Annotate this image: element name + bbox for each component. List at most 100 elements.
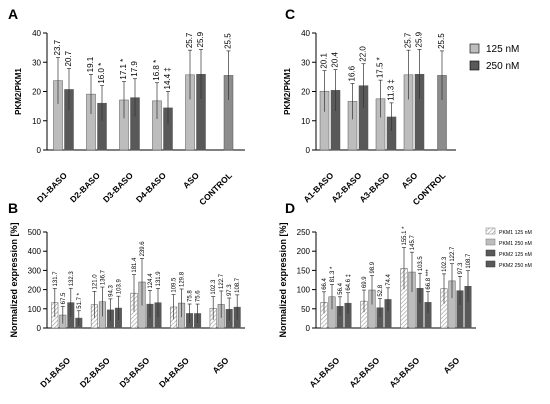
y-tick-label: 250 <box>297 228 311 237</box>
x-tick-label: D2-BASO <box>68 170 102 204</box>
data-label: 181.4 <box>132 257 138 273</box>
data-label: 74.4 <box>386 273 392 285</box>
x-tick-label: A2-BASO <box>347 355 381 389</box>
data-label: 122.7 <box>450 246 456 262</box>
x-tick-label: CONTROL <box>197 170 234 207</box>
data-label: 132.3 <box>69 271 75 287</box>
y-tick-label: 20 <box>32 88 41 97</box>
data-label: 239.6 <box>140 241 146 257</box>
data-label: 20.4 <box>331 51 340 67</box>
y-tick-label: 200 <box>28 286 42 295</box>
y-axis-title: PKM2/PKM1 <box>283 68 292 115</box>
data-label: 17.1 * <box>119 59 128 80</box>
y-tick-label: 0 <box>306 146 311 155</box>
data-label: 108.7 <box>466 253 472 269</box>
y-axis-title: Normalized expression [%] <box>278 222 288 337</box>
data-label: 124.4 <box>148 273 154 289</box>
data-label: 64.6 ‡ <box>346 274 352 291</box>
x-tick-label: D4-BASO <box>157 355 191 389</box>
y-tick-label: 150 <box>297 266 311 275</box>
data-label: 25.7 <box>404 32 413 48</box>
data-label: 56.4 <box>338 282 344 294</box>
legend-swatch-pkm2-125 <box>485 249 496 257</box>
data-label: 97.3 <box>458 262 464 274</box>
legend-swatch-125 <box>469 43 480 54</box>
data-label: 129.8 <box>180 271 186 287</box>
y-tick-label: 200 <box>297 247 311 256</box>
panel-letter-b: B <box>8 200 18 216</box>
chart-panel-d: 0 50 100 150 200 250 Normalized expression [%]… <box>278 222 476 389</box>
x-tick-label: D3-BASO <box>101 170 135 204</box>
y-tick-label: 40 <box>301 29 310 38</box>
y-tick-label: 30 <box>32 58 41 67</box>
data-label: 75.8 <box>188 290 194 302</box>
legend-swatch-pkm1-125 <box>485 227 496 235</box>
data-label: 23.7 <box>53 39 62 55</box>
data-label: 75.6 <box>196 290 202 302</box>
data-label: 122.7 <box>219 273 225 289</box>
x-tick-label: D1-BASO <box>38 355 72 389</box>
data-label: 94.3 <box>108 285 114 297</box>
data-label: 19.1 <box>86 56 95 72</box>
data-label: 108.7 <box>235 277 241 293</box>
panel-letter-c: C <box>285 6 295 22</box>
data-label: 97.3 <box>227 284 233 296</box>
data-label: 145.7 <box>410 235 416 251</box>
data-label: 136.7 <box>100 269 106 285</box>
x-tick-label: A1-BASO <box>307 355 341 389</box>
data-label: 103.5 <box>418 256 424 272</box>
y-tick-label: 30 <box>301 58 310 67</box>
y-tick-label: 0 <box>37 146 42 155</box>
legend-label-pkm1-250: PKM1 250 nM <box>499 241 532 247</box>
legend-label-125: 125 nM <box>486 44 519 55</box>
legend-swatch-250 <box>469 60 480 71</box>
data-label: 103.9 <box>116 279 122 295</box>
legend-label-250: 250 nM <box>486 61 519 72</box>
data-label: 98.9 <box>370 261 376 273</box>
data-label: 25.5 <box>224 33 233 49</box>
x-tick-label: ASO <box>441 355 461 375</box>
data-label: 17.5 * <box>376 57 385 78</box>
data-label: 121.0 <box>92 274 98 290</box>
x-tick-label: A3-BASO <box>387 355 421 389</box>
legend-label-pkm1-125: PKM1 125 nM <box>499 230 532 236</box>
x-tick-label: A3-BASO <box>357 170 391 204</box>
data-label: 102.3 <box>211 279 217 295</box>
data-label: 16.8 * <box>152 60 161 81</box>
y-tick-label: 40 <box>32 29 41 38</box>
data-label: 20.7 <box>64 50 73 66</box>
data-label: 16.6 <box>348 65 357 81</box>
data-label: 131.9 <box>156 271 162 287</box>
data-label: 25.7 <box>185 32 194 48</box>
x-tick-label: ASO <box>399 170 419 190</box>
chart-panel-b: 0 100 200 300 400 500 Normalized expression [%… <box>9 222 245 389</box>
y-tick-label: 300 <box>28 266 42 275</box>
data-label: 11.3 ‡ <box>387 79 396 101</box>
data-label: 131.7 <box>53 271 59 287</box>
data-label: 81.3 * <box>330 266 336 282</box>
y-tick-label: 500 <box>28 228 42 237</box>
x-tick-label: D2-BASO <box>78 355 112 389</box>
x-tick-label: D3-BASO <box>117 355 151 389</box>
x-tick-label: D1-BASO <box>35 170 69 204</box>
y-axis-title: Normalized expression [%] <box>9 222 19 337</box>
y-tick-label: 50 <box>301 305 310 314</box>
data-label: 66.4 <box>322 277 328 289</box>
data-label: 16.0 * <box>97 63 106 84</box>
legend-swatch-pkm2-250 <box>485 260 496 268</box>
panel-letter-a: A <box>8 6 18 22</box>
panel-letter-d: D <box>285 200 295 216</box>
y-tick-label: 0 <box>37 324 42 333</box>
y-tick-label: 100 <box>297 286 311 295</box>
x-tick-label: ASO <box>211 355 231 375</box>
data-label: 20.1 <box>320 53 329 69</box>
x-tick-label: D4-BASO <box>134 170 168 204</box>
data-label: 67.5 <box>61 292 67 304</box>
data-label: 69.9 <box>362 276 368 288</box>
y-tick-label: 400 <box>28 247 42 256</box>
y-tick-label: 20 <box>301 88 310 97</box>
data-label: 22.0 <box>359 46 368 62</box>
